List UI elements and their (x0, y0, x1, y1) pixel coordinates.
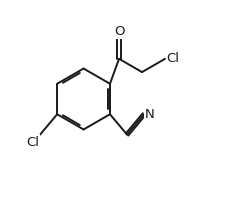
Text: N: N (145, 108, 155, 121)
Text: O: O (114, 25, 124, 38)
Text: Cl: Cl (26, 136, 39, 148)
Text: Cl: Cl (167, 52, 179, 65)
